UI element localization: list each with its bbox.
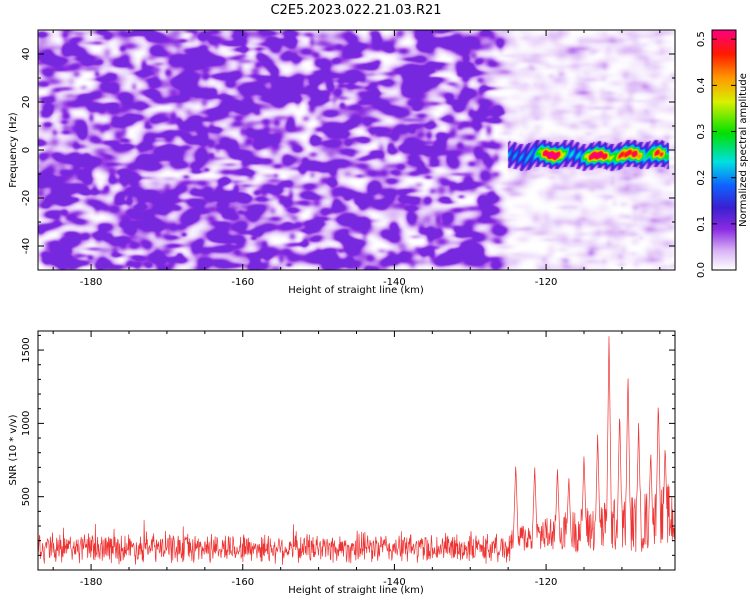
snr-series-line xyxy=(38,336,675,565)
snr-ytick-label: 1000 xyxy=(21,411,32,436)
snr-xtick-label: -120 xyxy=(535,577,558,588)
chart-title: C2E5.2023.022.21.03.R21 xyxy=(270,3,441,18)
colorbar-tick-label: 0.0 xyxy=(696,262,707,278)
colorbar-tick-label: 0.4 xyxy=(696,77,707,93)
spectrogram-ytick-label: 0 xyxy=(21,147,32,153)
snr-xtick-label: -180 xyxy=(80,577,103,588)
snr-xtick-label: -160 xyxy=(231,577,254,588)
snr-ticks xyxy=(38,331,675,570)
spectrogram-ytick-label: 20 xyxy=(21,96,32,109)
spectrogram-heatmap xyxy=(38,30,675,270)
colorbar-ticks xyxy=(712,38,736,271)
colorbar-tick-label: 0.2 xyxy=(696,170,707,186)
colorbar-label: Normalized spectral amplitude xyxy=(738,73,749,227)
spectrogram-xtick-label: -180 xyxy=(80,277,103,288)
colorbar-tick-label: 0.1 xyxy=(696,216,707,232)
colorbar-tick-labels: 0.0 0.1 0.2 0.3 0.4 0.5 xyxy=(696,31,707,278)
spectrogram-tick-labels: -180 -160 -140 -120 -40 -20 0 20 40 xyxy=(21,48,557,288)
spectrogram-xtick-label: -160 xyxy=(231,277,254,288)
colorbar: 0.0 0.1 0.2 0.3 0.4 0.5 Normalized spectral a… xyxy=(696,29,749,278)
spectrogram-xtick-label: -140 xyxy=(383,277,406,288)
snr-ytick-label: 1500 xyxy=(21,337,32,362)
spectrogram-y-axis-label: Frequency (Hz) xyxy=(8,112,19,188)
spectrogram-ticks xyxy=(38,29,675,271)
snr-tick-labels: -180 -160 -140 -120 500 1000 1500 xyxy=(21,337,557,588)
colorbar-tick-label: 0.5 xyxy=(696,31,707,47)
snr-panel: -180 -160 -140 -120 500 1000 1500 Height of st… xyxy=(8,330,676,596)
spectrogram-ytick-label: -20 xyxy=(21,190,32,206)
spectrogram-x-axis-label: Height of straight line (km) xyxy=(288,285,424,296)
snr-xtick-label: -140 xyxy=(383,577,406,588)
snr-x-axis-label: Height of straight line (km) xyxy=(288,585,424,596)
spectrogram-ytick-label: -40 xyxy=(21,238,32,254)
spectrogram-xtick-label: -120 xyxy=(535,277,558,288)
colorbar-tick-label: 0.3 xyxy=(696,124,707,140)
spectrogram-panel: -180 -160 -140 -120 -40 -20 0 20 40 Height of st… xyxy=(8,29,676,296)
colorbar-gradient xyxy=(711,29,737,271)
snr-ytick-label: 500 xyxy=(21,487,32,506)
spectrogram-ytick-label: 40 xyxy=(21,48,32,61)
snr-y-axis-label: SNR (10 * v/v) xyxy=(8,414,19,485)
